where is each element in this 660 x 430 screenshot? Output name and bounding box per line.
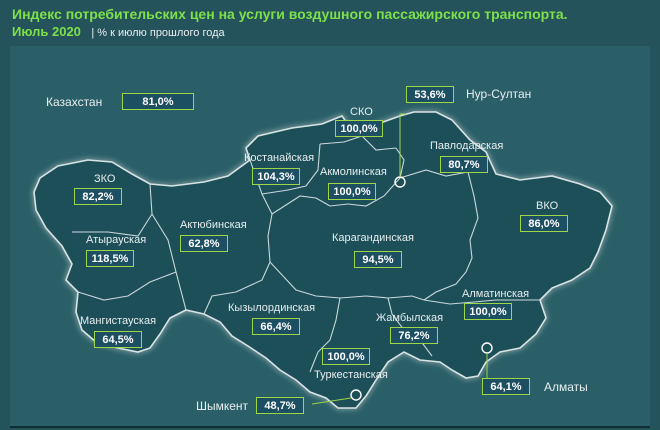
subtitle-row: Июль 2020 | % к июлю прошлого года — [12, 24, 225, 41]
region-label-akmola: Акмолинская — [320, 166, 387, 178]
region-label-pavlodar: Павлодарская — [430, 140, 504, 152]
shymkent-marker — [350, 389, 362, 401]
region-label-aktobe: Актюбинская — [180, 219, 247, 231]
region-label-karaganda: Карагандинская — [332, 232, 414, 244]
region-label-mangystau: Мангистауская — [80, 315, 157, 327]
region-value-akmola: 100,0% — [328, 183, 376, 200]
region-value-atyrau: 118,5% — [86, 250, 134, 267]
region-label-kyzylorda: Кызылординская — [228, 302, 316, 314]
region-label-kostanay: Костанайская — [244, 152, 315, 164]
region-label-vko: ВКО — [536, 200, 559, 212]
region-label-zhambyl: Жамбылская — [376, 312, 444, 324]
region-label-almaty-city: Алматы — [544, 380, 588, 394]
region-label-atyrau: Атырауская — [86, 234, 147, 246]
region-value-kostanay: 104,3% — [252, 168, 300, 185]
country-value: 81,0% — [122, 93, 194, 110]
region-value-shymkent: 48,7% — [256, 397, 304, 414]
region-value-mangystau: 64,5% — [94, 331, 142, 348]
region-label-nur-sultan: Нур-Султан — [466, 87, 532, 101]
region-value-nur-sultan: 53,6% — [406, 86, 454, 103]
region-value-kyzylorda: 66,4% — [252, 318, 300, 335]
region-value-pavlodar: 80,7% — [440, 156, 488, 173]
region-value-turkestan: 100,0% — [322, 348, 370, 365]
region-label-turkestan: Туркестанская — [314, 369, 388, 381]
region-value-zko: 82,2% — [74, 188, 122, 205]
country-outline — [33, 111, 613, 409]
region-value-aktobe: 62,8% — [180, 235, 228, 252]
region-value-almaty-city: 64,1% — [482, 378, 530, 395]
region-value-vko: 86,0% — [520, 215, 568, 232]
period-label: Июль 2020 — [12, 24, 81, 39]
region-value-almaty-region: 100,0% — [464, 303, 512, 320]
unit-label: | % к июлю прошлого года — [91, 27, 225, 39]
region-label-almaty-region: Алматинская — [462, 288, 530, 300]
region-value-karaganda: 94,5% — [354, 251, 402, 268]
region-label-sko: СКО — [350, 106, 373, 118]
region-label-shymkent: Шымкент — [196, 399, 249, 413]
chart-title: Индекс потребительских цен на услуги воз… — [12, 6, 568, 22]
country-label: Казахстан — [46, 95, 103, 109]
region-label-zko: ЗКО — [94, 173, 116, 185]
region-value-zhambyl: 76,2% — [390, 327, 438, 344]
region-value-sko: 100,0% — [335, 120, 383, 137]
